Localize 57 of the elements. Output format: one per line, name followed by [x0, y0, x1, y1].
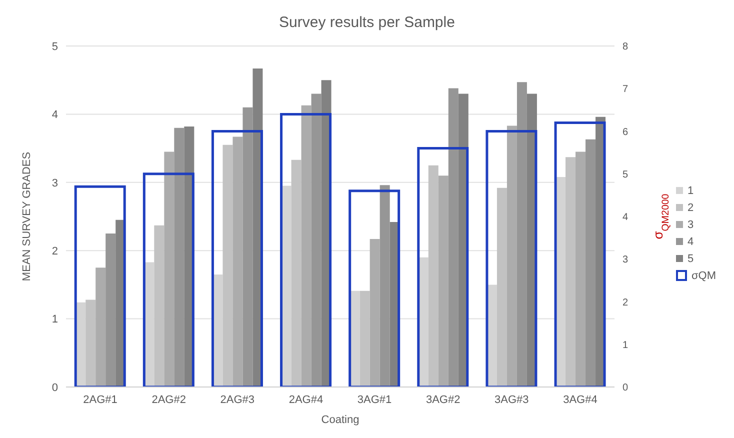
bar	[566, 157, 576, 387]
bar	[86, 300, 96, 387]
bar	[311, 94, 322, 387]
bar	[222, 144, 233, 387]
x-tick-label: 3AG#3	[494, 394, 529, 406]
bar	[174, 128, 184, 387]
bar	[106, 234, 116, 387]
bar	[506, 126, 517, 387]
bar	[164, 152, 174, 387]
bar	[232, 136, 243, 387]
legend-label: 2	[686, 202, 695, 214]
legend-label: 3	[686, 218, 695, 230]
y2-tick-label: 8	[622, 42, 628, 53]
y2-tick-label: 6	[622, 126, 628, 138]
bar	[242, 107, 253, 387]
y2-tick-label: 5	[622, 169, 628, 180]
x-tick-label: 2AG#4	[288, 394, 324, 406]
y2-tick-label: 0	[622, 382, 628, 394]
bar	[96, 268, 106, 387]
y-tick-label: 1	[52, 314, 58, 326]
y-tick-label: 3	[52, 177, 58, 190]
x-tick-label: 3AG#4	[563, 394, 598, 406]
x-tick-label: 3AG#1	[357, 394, 392, 406]
x-axis-title: Coating	[321, 414, 360, 426]
bar	[301, 105, 312, 387]
x-tick-label: 2AG#3	[220, 394, 255, 406]
bar	[360, 290, 370, 387]
bar	[370, 239, 380, 387]
bar	[380, 185, 390, 387]
bar	[496, 188, 507, 387]
bar	[154, 225, 164, 387]
chart-title: Survey results per Sample	[278, 13, 456, 33]
y2-tick-label: 3	[622, 254, 628, 266]
bar	[576, 152, 586, 387]
y-tick-label: 2	[52, 246, 58, 258]
bar	[516, 82, 527, 387]
y2-tick-label: 4	[622, 212, 628, 224]
legend-label: 4	[686, 236, 695, 248]
legend-label: σQM	[690, 270, 716, 282]
x-tick-label: 2AG#1	[83, 394, 118, 406]
bar	[438, 176, 448, 387]
bar	[428, 165, 438, 387]
y-axis-title: MEAN SURVEY GRADES	[20, 152, 33, 282]
y-tick-label: 5	[52, 40, 58, 53]
y-tick-label: 0	[52, 382, 58, 394]
legend-label: 5	[686, 252, 695, 264]
bar	[586, 139, 596, 387]
y2-tick-label: 7	[622, 84, 628, 96]
bar	[74, 185, 126, 387]
legend-label: 1	[686, 184, 695, 196]
y2-tick-label: 1	[622, 340, 628, 351]
bar	[291, 160, 302, 387]
x-tick-label: 2AG#2	[152, 394, 186, 406]
y2-tick-label: 2	[622, 297, 628, 308]
bar	[448, 88, 458, 387]
y-tick-label: 4	[52, 109, 58, 122]
x-tick-label: 3AG#2	[426, 394, 460, 406]
